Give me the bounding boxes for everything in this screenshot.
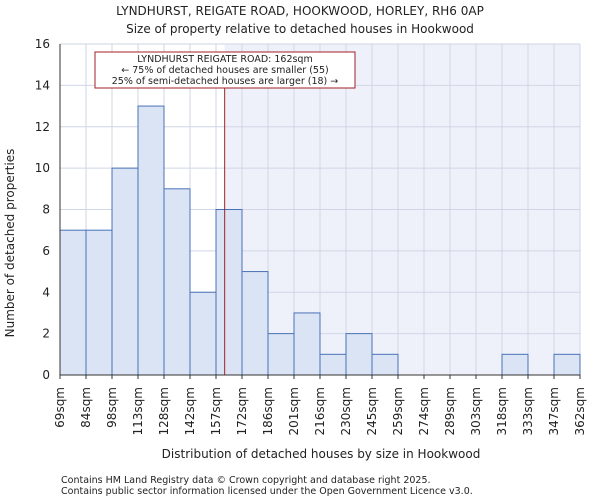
tick-labels: 0 2 4 6 8 10 12 14 16 69sqm 84sqm 98sqm 113sqm 128sqm…	[35, 37, 587, 435]
bar-245sqm	[371, 353, 399, 376]
y-axis-label: Number of detached properties	[3, 149, 17, 338]
bar-84sqm	[85, 229, 113, 376]
bar-172sqm	[241, 271, 269, 376]
bar-69sqm	[59, 229, 87, 376]
x-tick-label: 157sqm	[209, 387, 223, 435]
bars	[59, 105, 581, 376]
y-tick-label: 2	[42, 327, 50, 341]
y-tick-label: 16	[35, 37, 50, 51]
footer-line-1: Contains HM Land Registry data © Crown c…	[61, 475, 431, 486]
x-tick-label: 289sqm	[443, 387, 457, 435]
x-tick-label: 303sqm	[469, 387, 483, 435]
bar-216sqm	[319, 353, 347, 376]
bar-186sqm	[267, 333, 295, 376]
x-tick-label: 362sqm	[573, 387, 587, 435]
x-tick-label: 186sqm	[261, 387, 275, 435]
footer-line-2: Contains public sector information licen…	[61, 486, 473, 497]
x-axis-label: Distribution of detached houses by size …	[162, 447, 481, 461]
y-tick-label: 14	[35, 78, 50, 92]
annotation-line-3: 25% of semi-detached houses are larger (…	[112, 76, 339, 87]
y-tick-label: 0	[42, 368, 50, 382]
annotation-line-1: LYNDHURST REIGATE ROAD: 162sqm	[137, 54, 312, 65]
x-tick-label: 318sqm	[495, 387, 509, 435]
x-tick-label: 201sqm	[287, 387, 301, 435]
bar-98sqm	[111, 167, 139, 376]
chart-title-line-1: LYNDHURST, REIGATE ROAD, HOOKWOOD, HORLE…	[116, 4, 484, 18]
x-tick-label: 259sqm	[391, 387, 405, 435]
x-tick-label: 142sqm	[183, 387, 197, 435]
x-tick-label: 113sqm	[131, 387, 145, 435]
x-tick-label: 347sqm	[547, 387, 561, 435]
bar-318sqm	[501, 353, 529, 376]
annotation-border	[94, 51, 356, 89]
bar-347sqm	[553, 353, 581, 376]
y-tick-label: 6	[42, 244, 50, 258]
bar-128sqm	[163, 188, 191, 376]
y-tick-label: 10	[35, 161, 50, 175]
x-tick-label: 84sqm	[79, 387, 93, 428]
x-tick-label: 274sqm	[417, 387, 431, 435]
bar-201sqm	[293, 312, 321, 376]
annotation-box: LYNDHURST REIGATE ROAD: 162sqm ← 75% of …	[94, 51, 356, 89]
chart-title-line-2: Size of property relative to detached ho…	[126, 22, 474, 36]
y-tick-label: 8	[42, 203, 50, 217]
x-tick-label: 69sqm	[53, 387, 67, 428]
x-tick-label: 98sqm	[105, 387, 119, 428]
bar-113sqm	[137, 105, 165, 376]
bar-230sqm	[345, 333, 373, 376]
x-tick-label: 128sqm	[157, 387, 171, 435]
annotation-line-2: ← 75% of detached houses are smaller (55…	[121, 65, 328, 76]
x-tick-label: 245sqm	[365, 387, 379, 435]
y-tick-label: 4	[42, 285, 50, 299]
x-tick-label: 172sqm	[235, 387, 249, 435]
x-tick-label: 216sqm	[313, 387, 327, 435]
bar-142sqm	[189, 291, 217, 376]
x-tick-label: 333sqm	[521, 387, 535, 435]
y-tick-label: 12	[35, 120, 50, 134]
x-tick-label: 230sqm	[339, 387, 353, 435]
bar-157sqm	[215, 209, 243, 376]
